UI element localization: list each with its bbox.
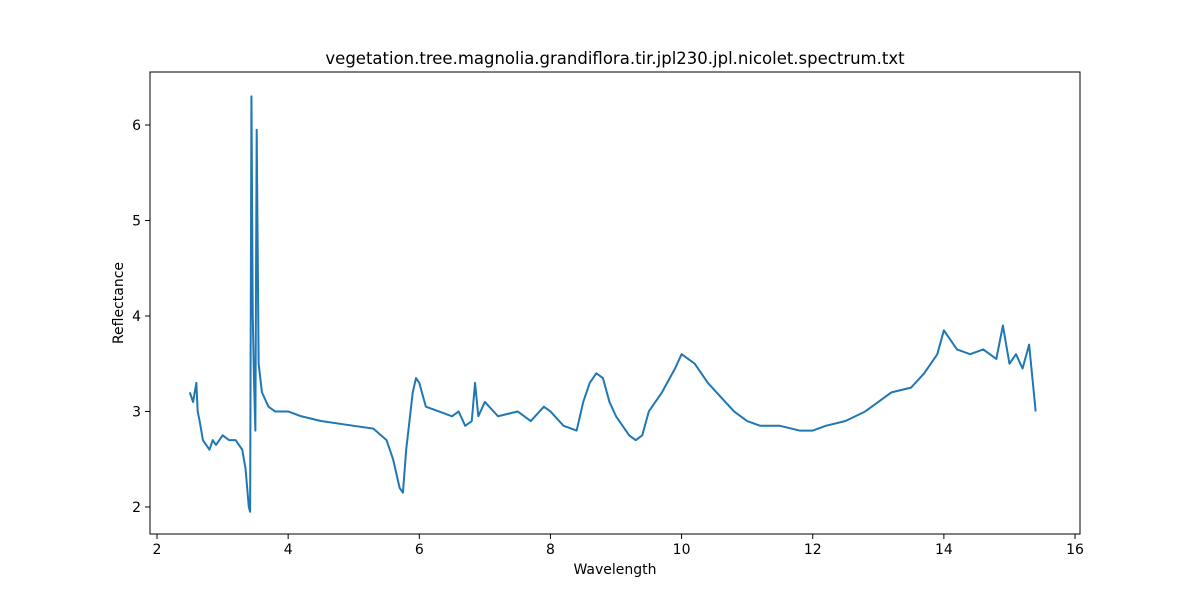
x-tick-label: 14 (935, 542, 953, 558)
y-tick-label: 5 (132, 213, 141, 229)
x-axis-label: Wavelength (573, 562, 656, 578)
x-tick-label: 6 (415, 542, 424, 558)
y-tick-label: 3 (132, 404, 141, 420)
x-tick-label: 8 (546, 542, 555, 558)
y-axis-label: Reflectance (111, 262, 127, 344)
plot-frame (149, 71, 1081, 535)
y-tick-label: 2 (132, 500, 141, 516)
y-tick-label: 4 (132, 309, 141, 325)
x-tick-label: 4 (284, 542, 293, 558)
x-tick-label: 12 (804, 542, 822, 558)
chart-title: vegetation.tree.magnolia.grandiflora.tir… (325, 49, 905, 68)
x-tick-label: 16 (1066, 542, 1084, 558)
spectrum-line (188, 95, 1037, 513)
x-tick-label: 10 (673, 542, 691, 558)
x-tick-label: 2 (153, 542, 162, 558)
y-tick-label: 6 (132, 118, 141, 134)
